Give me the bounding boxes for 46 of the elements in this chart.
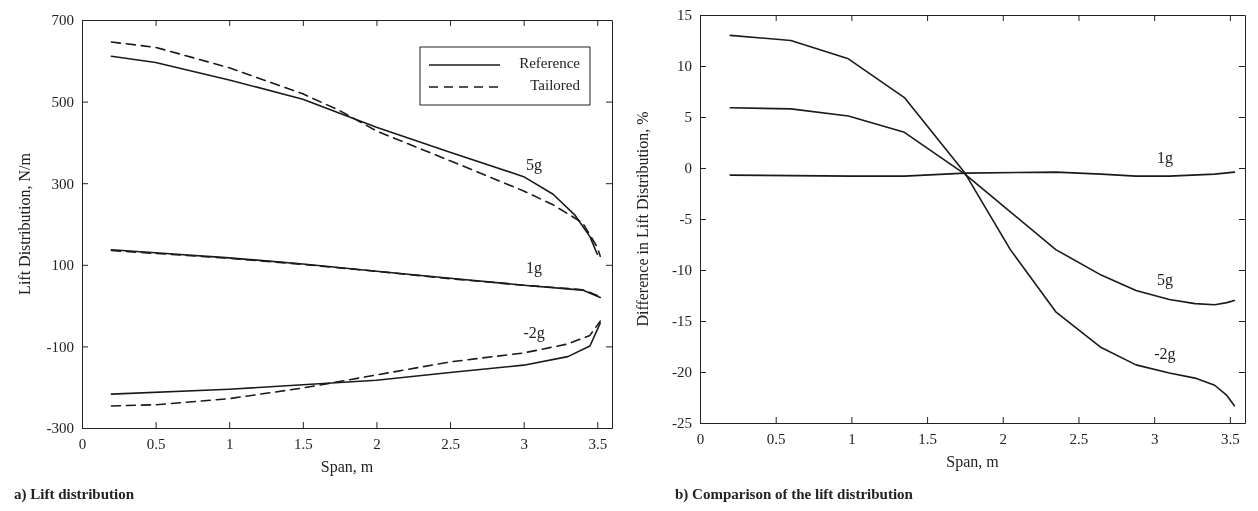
series-label: 5g xyxy=(1156,271,1173,290)
y-tick-label: 5 xyxy=(684,109,692,126)
x-tick-label: 0 xyxy=(78,435,87,452)
x-tick-label: 2.5 xyxy=(1069,430,1089,447)
text: b) Comparison of the lift distribution xyxy=(675,486,914,503)
y-tick-label: 15 xyxy=(677,7,692,24)
x-axis-title: Span, m xyxy=(320,458,374,476)
x-tick-label: 2 xyxy=(999,430,1008,447)
y-tick-label: -20 xyxy=(672,364,692,381)
x-tick-label: 2 xyxy=(373,435,381,452)
legend-label: Reference xyxy=(519,55,581,72)
series-label: -2g xyxy=(1154,344,1176,363)
y-tick-label: 500 xyxy=(51,93,74,110)
y-tick-label: 0 xyxy=(684,160,692,177)
y-tick-label: -5 xyxy=(679,211,692,228)
y-tick-label: -10 xyxy=(672,262,692,279)
text: a) Lift distribution xyxy=(14,486,135,503)
y-tick-label: 100 xyxy=(51,257,74,274)
x-tick-label: 0.5 xyxy=(146,435,166,452)
y-tick-label: 700 xyxy=(51,12,74,29)
annotation: 5g xyxy=(526,155,543,174)
x-tick-label: 2.5 xyxy=(441,435,460,452)
y-tick-label: 10 xyxy=(677,58,692,75)
x-tick-label: 1.5 xyxy=(293,435,313,452)
x-tick-label: 3.5 xyxy=(1220,430,1240,447)
series-label: 1g xyxy=(1156,148,1173,167)
annotation: 1g xyxy=(526,258,543,277)
x-tick-label: 0.5 xyxy=(766,430,786,447)
y-tick-label: -300 xyxy=(46,420,74,437)
x-tick-label: 1.5 xyxy=(918,430,937,447)
x-axis-title: Span, m xyxy=(946,453,1000,471)
x-tick-label: 1 xyxy=(225,435,234,452)
annotation: -2g xyxy=(523,323,545,342)
y-tick-label: -25 xyxy=(672,415,692,432)
y-axis-title: Difference in Lift Distribution, % xyxy=(634,111,651,327)
y-axis-title: Lift Distribution, N/m xyxy=(16,152,33,295)
legend-label: Tailored xyxy=(530,77,581,94)
line-series xyxy=(729,34,1236,407)
y-tick-label: -100 xyxy=(46,338,74,355)
x-tick-label: 0 xyxy=(696,430,705,447)
x-tick-label: 3 xyxy=(520,435,528,452)
y-tick-label: -15 xyxy=(672,313,692,330)
x-tick-label: 1 xyxy=(848,430,856,447)
x-tick-label: 3.5 xyxy=(588,435,608,452)
x-tick-label: 3 xyxy=(1150,430,1159,447)
y-tick-label: 300 xyxy=(51,175,74,192)
